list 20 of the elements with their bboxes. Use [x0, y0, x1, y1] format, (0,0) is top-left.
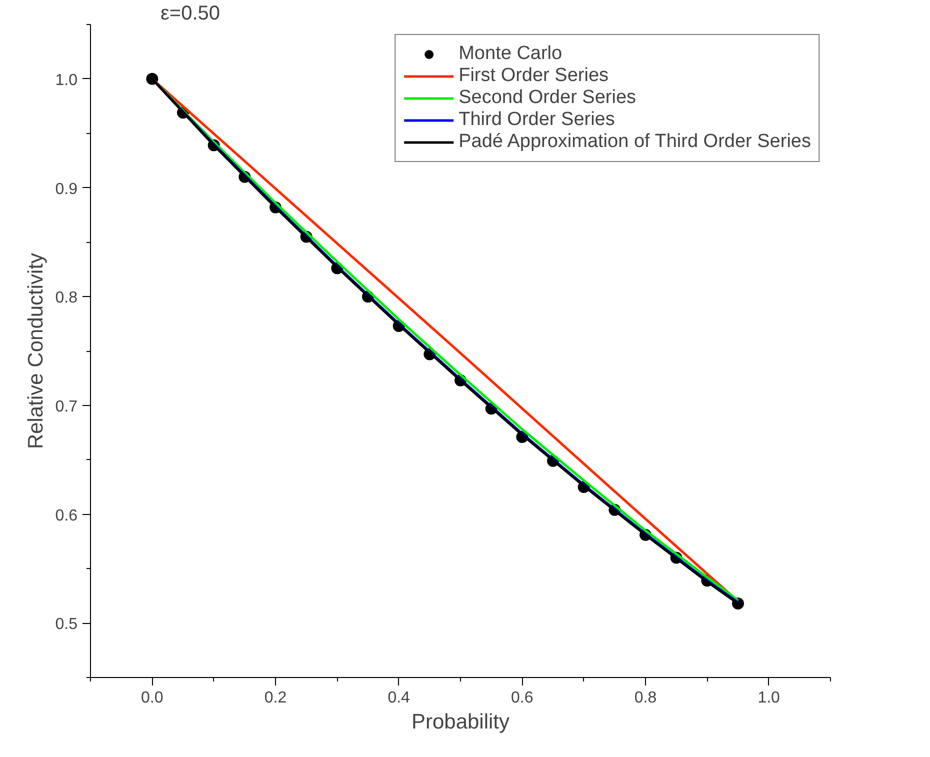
x-tick-label: 1.0	[758, 690, 780, 706]
x-tick-label: 0.6	[511, 690, 534, 706]
x-tick-label: 0.0	[141, 690, 164, 706]
y-tick-label: 0.6	[55, 507, 78, 524]
annotation: ε=0.50	[160, 2, 220, 24]
legend-label: Padé Approximation of Third Order Series	[458, 131, 811, 153]
x-tick-label: 0.4	[388, 690, 410, 706]
legend-label: Second Order Series	[458, 87, 636, 109]
legend-label: Monte Carlo	[458, 43, 562, 65]
y-tick-label: 0.7	[55, 398, 78, 416]
x-axis-title: Probability	[411, 710, 510, 734]
y-axis-title: Relative Conductivity	[24, 252, 48, 450]
legend-label: Third Order Series	[458, 109, 615, 131]
y-tick-label: 1.0	[55, 72, 78, 89]
legend-label: First Order Series	[458, 65, 609, 87]
x-tick-label: 0.8	[634, 690, 657, 706]
y-tick-label: 0.5	[55, 616, 78, 634]
y-tick-label: 0.8	[55, 290, 78, 307]
x-tick-label: 0.2	[264, 690, 287, 706]
y-tick-label: 0.9	[55, 180, 78, 198]
